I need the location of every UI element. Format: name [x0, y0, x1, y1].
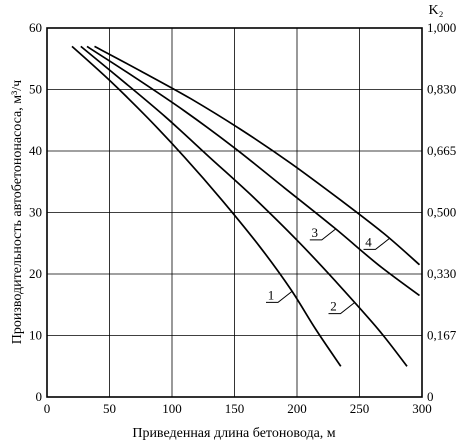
plot-frame: [46, 27, 423, 398]
x-tick-label: 150: [225, 401, 245, 416]
y-tick-label: 10: [29, 328, 42, 343]
y2-tick-label: 0,167: [427, 328, 457, 343]
series-3-label: 3: [312, 225, 319, 240]
series-4-line: [94, 45, 421, 266]
x-tick-label: 200: [287, 401, 307, 416]
series-1-leader: [266, 291, 293, 303]
y2-tick-label: 0,330: [427, 266, 456, 281]
series-2-label: 2: [330, 299, 337, 314]
series-4-label: 4: [365, 234, 372, 249]
y2-tick-label: 1,000: [427, 20, 456, 35]
x-tick-label: 250: [350, 401, 370, 416]
x-tick-label: 0: [44, 401, 51, 416]
series-1-label: 1: [268, 287, 275, 302]
right-axis-label: K₂: [429, 3, 444, 18]
series-1-line: [71, 45, 342, 367]
y-tick-label: 20: [29, 266, 42, 281]
series-3-line: [86, 45, 421, 297]
y2-tick-label: 0,830: [427, 82, 456, 97]
y-tick-label: 30: [29, 205, 42, 220]
y-tick-label: 60: [29, 20, 42, 35]
y-axis-label: Производительность автобетононасоса, м³/…: [10, 80, 25, 344]
curves: [71, 45, 421, 367]
series-2-leader: [328, 302, 355, 315]
series-labels: 1 2 3 4: [266, 225, 390, 315]
y2-tick-label: 0,500: [427, 205, 456, 220]
series-2-line: [80, 45, 408, 367]
y-tick-label: 40: [29, 143, 42, 158]
series-4-leader: [363, 238, 390, 250]
y-tick-label: 50: [29, 82, 42, 97]
x-tick-label: 300: [412, 401, 432, 416]
y2-tick-label: 0,665: [427, 143, 456, 158]
grid: [47, 28, 422, 397]
x-axis-label: Приведенная длина бетоновода, м: [132, 426, 335, 441]
x-tick-label: 50: [103, 401, 116, 416]
y2-tick-label: 0: [427, 389, 434, 404]
series-3-leader: [309, 228, 337, 241]
y-tick-label: 0: [36, 389, 43, 404]
x-tick-label: 100: [162, 401, 182, 416]
